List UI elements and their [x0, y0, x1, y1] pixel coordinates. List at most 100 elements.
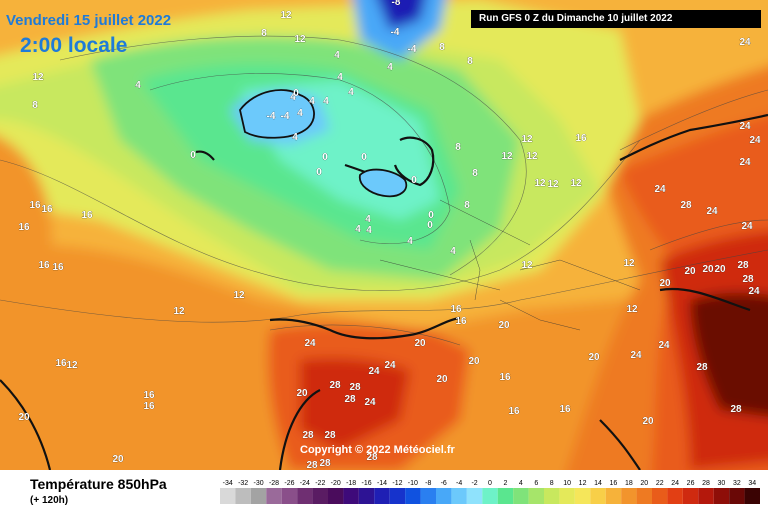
temperature-label: 12: [570, 178, 582, 189]
temperature-label: 12: [233, 290, 245, 301]
local-time: 2:00 locale: [20, 34, 128, 57]
legend-value: -16: [362, 480, 372, 487]
legend-value: -20: [331, 480, 341, 487]
lead-time-label: (+ 120h): [30, 495, 69, 506]
legend-swatch: [235, 488, 251, 504]
legend-swatch: [698, 488, 714, 504]
legend-swatch: [451, 488, 467, 504]
legend-value: 8: [550, 480, 554, 487]
legend-swatch: [605, 488, 622, 504]
temperature-label: 28: [742, 274, 754, 285]
temperature-label: 12: [280, 10, 292, 21]
temperature-label: 20: [468, 356, 480, 367]
legend-value: 4: [519, 480, 523, 487]
lakes: [239, 89, 408, 198]
temperature-label: 28: [696, 362, 708, 373]
color-legend: -34 -32 -30 -28 -26 -24 -22 -20 -18 -16 -14 -12 -10-…: [220, 480, 760, 504]
legend-value: 12: [579, 480, 587, 487]
temperature-label: 16: [81, 210, 93, 221]
temperature-label: 28: [319, 458, 331, 469]
temperature-label: 8: [455, 142, 461, 153]
temperature-label: 20: [588, 352, 600, 363]
temperature-label: 20: [112, 454, 124, 465]
legend-value: -10: [408, 480, 418, 487]
temperature-label: 20: [296, 388, 308, 399]
legend-swatches: [220, 488, 760, 504]
temperature-label: 20: [714, 264, 726, 275]
legend-swatch: [528, 488, 544, 504]
legend-swatch: [466, 488, 483, 504]
temperature-label: 24: [368, 366, 380, 377]
legend-swatch: [544, 488, 560, 504]
legend-swatch: [420, 488, 436, 504]
temperature-label: 24: [364, 397, 376, 408]
temperature-label: 4: [297, 108, 303, 119]
temperature-label: -4: [391, 27, 400, 38]
legend-value: 0: [488, 480, 492, 487]
legend-value: 2: [503, 480, 507, 487]
legend-value: -30: [254, 480, 264, 487]
temperature-label: 4: [450, 246, 456, 257]
temperature-label: 20: [436, 374, 448, 385]
legend-swatch: [436, 488, 452, 504]
temperature-label: 12: [294, 34, 306, 45]
temperature-label: 28: [349, 382, 361, 393]
temperature-label: 28: [329, 380, 341, 391]
temperature-label: 28: [324, 430, 336, 441]
temperature-label: 16: [55, 358, 67, 369]
temperature-label: 20: [684, 266, 696, 277]
temperature-label: 28: [730, 404, 742, 415]
legend-swatch: [250, 488, 267, 504]
temperature-label: 24: [304, 338, 316, 349]
legend-swatch: [343, 488, 359, 504]
temperature-label: 4: [337, 72, 343, 83]
temperature-label: 20: [498, 320, 510, 331]
temperature-label: 20: [659, 278, 671, 289]
temperature-label: 12: [521, 134, 533, 145]
legend-swatch: [405, 488, 421, 504]
temperature-label: -4: [408, 44, 417, 55]
temperature-label: 16: [508, 406, 520, 417]
borders: [379, 199, 641, 331]
temperature-label: 4: [323, 96, 329, 107]
temperature-label: 8: [261, 28, 267, 39]
legend-swatch: [312, 488, 328, 504]
temperature-label: 28: [366, 452, 378, 463]
legend-swatch: [328, 488, 344, 504]
temperature-label: 20: [414, 338, 426, 349]
temperature-label: 24: [739, 121, 751, 132]
legend-swatch: [220, 488, 236, 504]
temperature-label: 0: [427, 220, 433, 231]
legend-swatch: [389, 488, 406, 504]
temperature-label: 16: [575, 133, 587, 144]
temperature-label: 24: [706, 206, 718, 217]
temperature-label: 0: [322, 152, 328, 163]
temperature-fill: [0, 0, 768, 470]
temperature-label: 8: [472, 168, 478, 179]
temperature-label: 16: [41, 204, 53, 215]
legend-value: 10: [563, 480, 571, 487]
legend-value: 26: [687, 480, 695, 487]
coastlines: [0, 113, 768, 470]
temperature-label: 16: [29, 200, 41, 211]
legend-swatch: [590, 488, 606, 504]
temperature-label: 4: [309, 96, 315, 107]
legend-value: -2: [471, 480, 477, 487]
temperature-label: 28: [306, 460, 318, 470]
temperature-label: 16: [52, 262, 64, 273]
temperature-label: 4: [365, 214, 371, 225]
temperature-label: 8: [32, 100, 38, 111]
temperature-label: 0: [361, 152, 367, 163]
temperature-label: 24: [654, 184, 666, 195]
temperature-label: 12: [501, 151, 513, 162]
legend-swatch: [667, 488, 683, 504]
temperature-label: 12: [521, 260, 533, 271]
temperature-label: 28: [737, 260, 749, 271]
temperature-label: 16: [143, 401, 155, 412]
legend-value: -4: [456, 480, 462, 487]
temperature-label: 12: [66, 360, 78, 371]
legend-swatch: [513, 488, 529, 504]
temperature-label: 4: [355, 224, 361, 235]
